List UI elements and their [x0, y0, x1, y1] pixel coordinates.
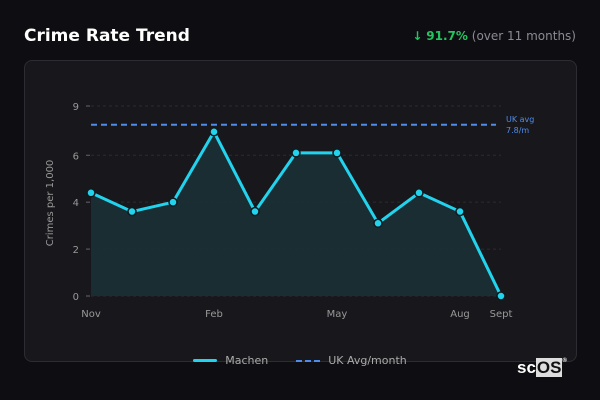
legend-item-uk-avg[interactable]: UK Avg/month	[296, 354, 407, 367]
y-tick-label: 2	[73, 245, 79, 256]
data-point	[127, 206, 137, 217]
legend-swatch-line	[193, 359, 218, 362]
y-tick-label: 4	[73, 198, 79, 209]
legend-label: Machen	[225, 354, 269, 367]
x-tick-label: Aug	[450, 309, 470, 320]
data-point	[332, 148, 342, 158]
legend: Machen UK Avg/month	[0, 354, 600, 367]
data-point	[496, 291, 506, 301]
trend-change: ↓ 91.7% (over 11 months)	[412, 29, 576, 43]
change-period: (over 11 months)	[471, 29, 576, 43]
legend-item-machen[interactable]: Machen	[193, 354, 268, 367]
x-tick-label: Feb	[205, 309, 223, 320]
x-tick-label: May	[327, 309, 348, 320]
data-point	[168, 197, 178, 207]
y-tick-label: 9	[73, 102, 79, 113]
legend-label: UK Avg/month	[328, 354, 407, 367]
data-point	[373, 218, 383, 229]
data-point	[291, 148, 301, 158]
uk-average-label: UK avg	[506, 115, 534, 124]
scos-logo: scOS®	[517, 358, 567, 377]
x-tick-label: Nov	[81, 309, 101, 320]
legend-swatch-dashed	[296, 359, 321, 362]
data-point	[209, 127, 219, 137]
page-title: Crime Rate Trend	[24, 26, 190, 46]
uk-average-value: 7.8/m	[506, 126, 529, 135]
area-fill	[91, 131, 501, 296]
data-point	[414, 188, 424, 198]
data-point	[250, 206, 260, 217]
data-point	[455, 206, 465, 217]
change-arrow-icon: ↓	[412, 29, 423, 43]
change-percent: 91.7%	[426, 29, 468, 43]
y-tick-label: 0	[73, 292, 79, 303]
y-axis-label: Crimes per 1,000	[45, 160, 56, 247]
data-point	[86, 188, 96, 198]
y-tick-label: 6	[73, 151, 79, 162]
x-tick-label: Sept	[490, 309, 513, 320]
